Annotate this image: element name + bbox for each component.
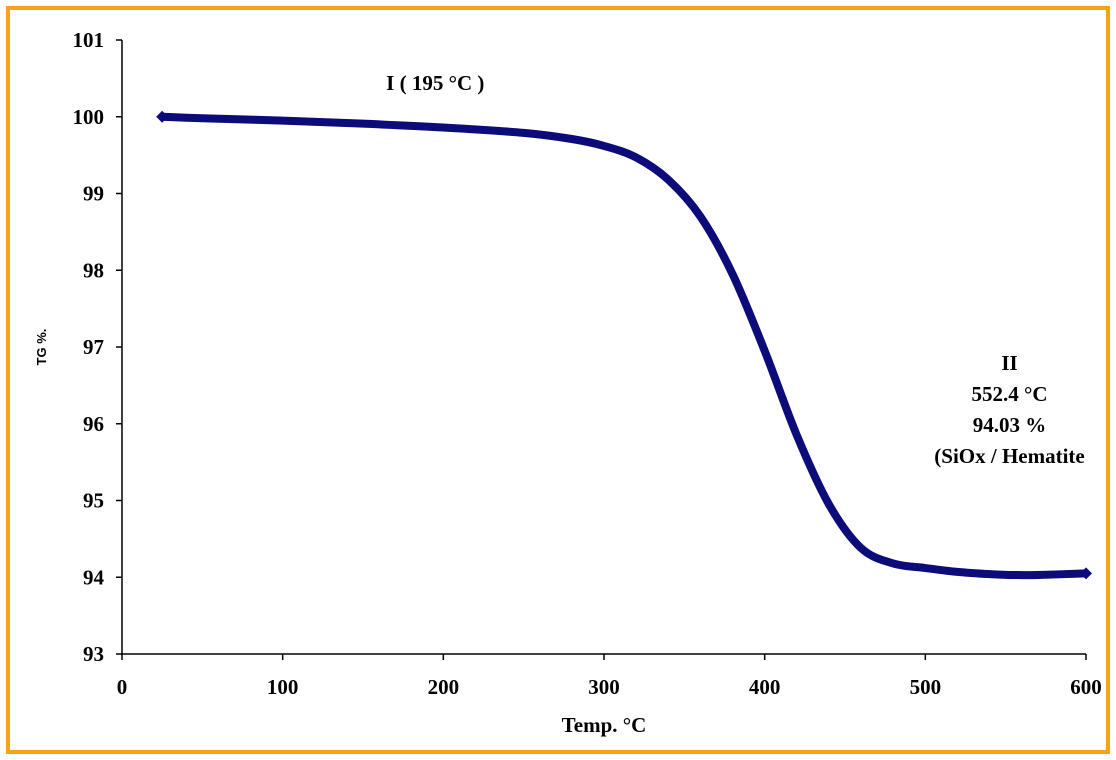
series-layer (156, 110, 1092, 580)
chart-frame: 93 94 95 96 97 98 99 100 101 0 100 200 300 400 500 600 … (6, 6, 1110, 754)
y-tick-label: 101 (73, 28, 105, 52)
series-end-marker (156, 110, 169, 123)
tick-labels: 93 94 95 96 97 98 99 100 101 0 100 200 300 400 500 600 (73, 28, 1102, 699)
annotation-line: I ( 195 °C ) (386, 71, 484, 95)
annotations: I ( 195 °C ) II 552.4 °C 94.03 % (SiOx / Hem… (386, 71, 1085, 468)
x-axis-title: Temp. °C (562, 713, 647, 737)
x-tick-label: 0 (117, 675, 128, 699)
y-tick-label: 96 (83, 412, 104, 436)
x-tick-label: 100 (267, 675, 299, 699)
annotation-line: 552.4 °C (971, 382, 1047, 406)
x-tick-label: 600 (1070, 675, 1102, 699)
tg-series-line (158, 112, 1090, 580)
annotation-stage-1: I ( 195 °C ) (386, 71, 484, 95)
y-tick-label: 99 (83, 182, 104, 206)
annotation-line: (SiOx / Hematite (934, 444, 1084, 468)
x-tick-label: 500 (910, 675, 942, 699)
axes (116, 39, 1087, 660)
annotation-line: II (1001, 351, 1017, 375)
series-end-marker (1080, 567, 1092, 580)
y-tick-label: 100 (73, 105, 105, 129)
annotation-stage-2: II 552.4 °C 94.03 % (SiOx / Hematite (934, 351, 1084, 468)
y-axis-title: TG %. (34, 329, 49, 366)
y-tick-label: 95 (83, 489, 104, 513)
x-tick-label: 400 (749, 675, 781, 699)
y-tick-label: 97 (83, 335, 104, 359)
y-tick-label: 94 (83, 565, 105, 589)
annotation-line: 94.03 % (973, 413, 1047, 437)
x-tick-label: 200 (428, 675, 460, 699)
y-tick-label: 93 (83, 642, 104, 666)
y-tick-label: 98 (83, 258, 104, 282)
x-tick-label: 300 (588, 675, 620, 699)
